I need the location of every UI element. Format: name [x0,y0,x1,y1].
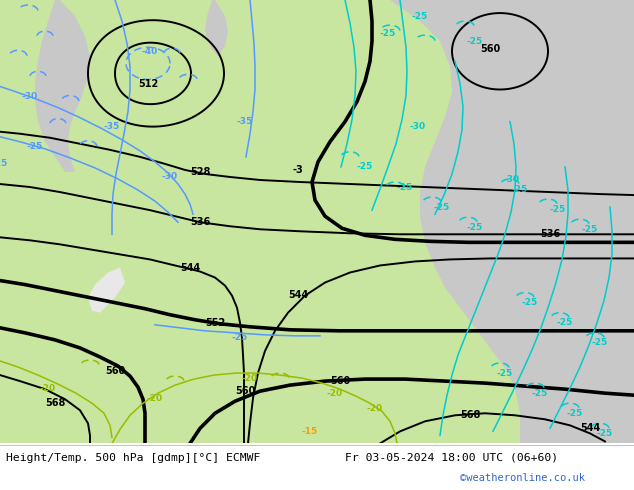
Polygon shape [88,268,125,313]
Text: 560: 560 [330,376,350,386]
Text: -25: -25 [232,333,248,343]
Text: -25: -25 [512,185,528,194]
Text: -25: -25 [27,142,43,151]
Text: -20: -20 [327,389,343,398]
Text: -20: -20 [40,384,56,392]
Text: -25: -25 [567,409,583,418]
Text: -15: -15 [302,427,318,436]
Text: -25: -25 [557,318,573,327]
Text: 568: 568 [45,398,65,408]
Text: -25: -25 [467,37,483,46]
Text: -30: -30 [504,175,520,185]
Text: -40: -40 [142,47,158,56]
Text: -20: -20 [242,373,258,383]
Text: -3: -3 [293,165,304,175]
Text: -30: -30 [22,92,38,101]
Text: 560: 560 [480,44,500,54]
Text: -30: -30 [162,172,178,181]
Polygon shape [205,0,228,56]
Text: -25: -25 [412,12,428,21]
Text: 560: 560 [235,386,255,396]
Text: -25: -25 [532,389,548,398]
Text: 544: 544 [180,264,200,273]
Text: -25: -25 [434,203,450,212]
Text: 544: 544 [580,423,600,433]
Text: -25: -25 [550,205,566,214]
Text: -35: -35 [237,117,253,126]
Text: -25: -25 [597,429,613,438]
Text: -20: -20 [147,393,163,403]
Text: -25: -25 [380,29,396,38]
Polygon shape [390,0,634,443]
Text: Height/Temp. 500 hPa [gdmp][°C] ECMWF: Height/Temp. 500 hPa [gdmp][°C] ECMWF [6,453,261,463]
Text: 544: 544 [288,290,308,299]
Text: Fr 03-05-2024 18:00 UTC (06+60): Fr 03-05-2024 18:00 UTC (06+60) [345,453,558,463]
Text: -25: -25 [357,162,373,171]
Text: -25: -25 [522,298,538,307]
Text: -25: -25 [397,183,413,192]
Text: ©weatheronline.co.uk: ©weatheronline.co.uk [460,473,585,483]
Text: 568: 568 [460,410,480,420]
Text: 560: 560 [105,366,125,376]
Polygon shape [0,0,634,443]
Text: -25: -25 [467,223,483,232]
Text: -25: -25 [582,225,598,234]
Text: 552: 552 [205,318,225,328]
Text: -25: -25 [592,339,608,347]
Text: -25: -25 [0,159,8,169]
Text: 536: 536 [540,229,560,239]
Text: -20: -20 [367,404,383,413]
Polygon shape [35,0,90,172]
Text: 536: 536 [190,217,210,227]
Text: -30: -30 [410,122,426,131]
Text: -25: -25 [497,368,513,378]
Text: 528: 528 [190,167,210,177]
Text: -35: -35 [104,122,120,131]
Text: 512: 512 [138,79,158,90]
